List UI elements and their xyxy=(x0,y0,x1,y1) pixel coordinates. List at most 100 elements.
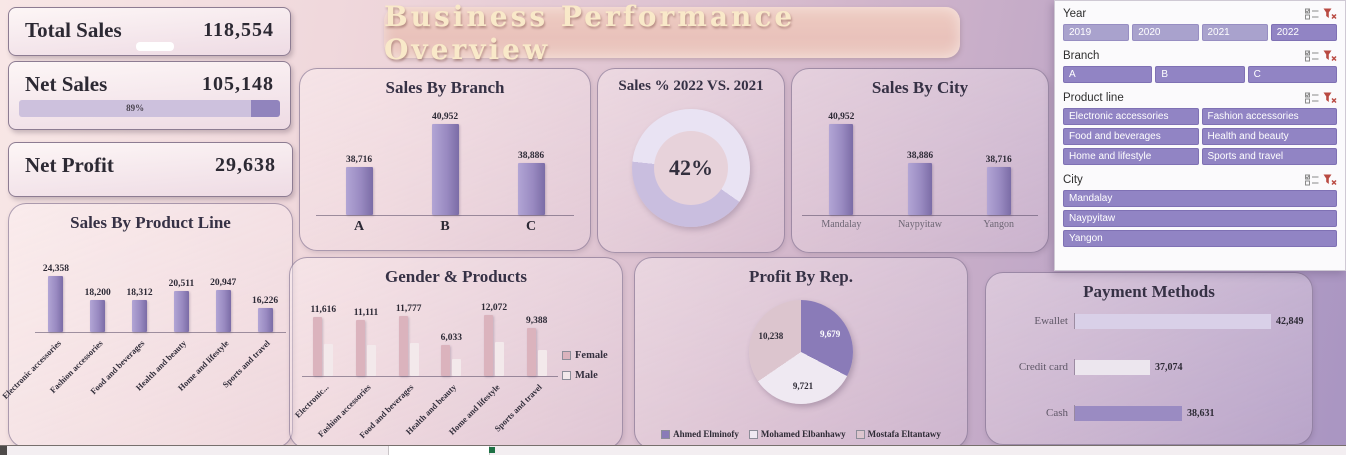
payment-row: Cash 38,631 xyxy=(996,405,1306,421)
bar-value-label: 6,033 xyxy=(440,333,463,343)
donut-center-label: 42% xyxy=(669,155,713,180)
slicer-item-c[interactable]: C xyxy=(1247,66,1337,83)
bar-value-label: 11,616 xyxy=(310,305,337,315)
multiselect-icon[interactable] xyxy=(1305,92,1319,104)
slicer-item-naypyitaw[interactable]: Naypyitaw xyxy=(1063,210,1337,227)
bar-column: 18,200 Fashion accessories xyxy=(48,268,119,395)
bar-value-label: 40,952 xyxy=(828,112,855,122)
profit-by-rep-chart: 9,679 9,721 10,238 Ahmed Elminofy Mohamed El… xyxy=(635,284,967,448)
bar-column: 16,226 Sports and travel xyxy=(221,268,286,395)
gender-legend: Female Male xyxy=(562,350,618,390)
chart-title-profit-rep: Profit By Rep. xyxy=(748,267,854,286)
clear-filter-icon[interactable] xyxy=(1323,50,1337,62)
slicer-item-yangon[interactable]: Yangon xyxy=(1063,230,1337,247)
slicer-item-mandalay[interactable]: Mandalay xyxy=(1063,190,1337,207)
bar-value-label: 38,716 xyxy=(345,155,373,165)
dashboard-title-banner: Business Performance Overview xyxy=(384,0,960,66)
bar-value-label: 12,072 xyxy=(480,303,508,313)
clear-filter-icon[interactable] xyxy=(1323,174,1337,186)
slicer-item-2020[interactable]: 2020 xyxy=(1132,24,1199,41)
kpi-net-profit-label: Net Profit xyxy=(25,153,114,177)
slicer-item-a[interactable]: A xyxy=(1063,66,1153,83)
bar-value-label: 24,358 xyxy=(42,264,69,274)
legend-swatch xyxy=(661,429,671,439)
bar-value-label: 11,777 xyxy=(395,304,422,314)
slicer-branch: Branch A B C xyxy=(1063,47,1337,83)
multiselect-icon[interactable] xyxy=(1305,50,1319,62)
bar xyxy=(829,124,854,215)
bar xyxy=(1075,359,1150,375)
pie-slice-label: 10,238 xyxy=(758,331,784,342)
card-sales-percent: Sales % 2022 VS. 2021 42% xyxy=(597,68,785,253)
kpi-row: Net Profit 29,638 xyxy=(9,143,292,178)
bar xyxy=(398,316,408,376)
bar-value-label: 42,849 xyxy=(1276,315,1304,327)
legend-label: Male xyxy=(575,370,598,381)
slicer-item-b[interactable]: B xyxy=(1155,66,1245,83)
bar xyxy=(313,317,323,376)
clear-filter-icon[interactable] xyxy=(1323,92,1337,104)
kpi-row: Total Sales 118,554 xyxy=(9,8,290,43)
slicer-year: Year 2019 2020 2021 2022 xyxy=(1063,5,1337,41)
slicer-item-fashion-accessories[interactable]: Fashion accessories xyxy=(1201,108,1337,125)
bar-column: 38,716 Yangon xyxy=(959,115,1039,230)
card-gender-products: Gender & Products 11,616 Electronic... 11,… xyxy=(289,257,623,449)
legend-item: Male xyxy=(562,370,618,381)
bar xyxy=(537,350,547,376)
slicer-item-electronic-accessories[interactable]: Electronic accessories xyxy=(1063,108,1199,125)
category-label: Credit card xyxy=(1018,361,1068,373)
progress-percent: 89% xyxy=(126,103,145,113)
bar-category-label: A xyxy=(353,219,365,234)
kpi-total-sales-label: Total Sales xyxy=(25,18,122,42)
progress-remainder xyxy=(251,100,280,117)
kpi-row: Net Sales 105,148 xyxy=(9,62,290,97)
slicer-item-2021[interactable]: 2021 xyxy=(1201,24,1268,41)
bar-column: 40,952 B xyxy=(402,112,488,235)
bar-value-label: 37,074 xyxy=(1155,361,1183,373)
slicer-item-home-and-lifestyle[interactable]: Home and lifestyle xyxy=(1063,148,1199,165)
kpi-net-sales-label: Net Sales xyxy=(25,72,108,96)
multiselect-icon[interactable] xyxy=(1305,8,1319,20)
kpi-net-sales-value: 105,148 xyxy=(202,73,274,95)
donut-hole: 42% xyxy=(654,131,728,205)
payment-row: Credit card 37,074 xyxy=(996,359,1306,375)
legend-swatch xyxy=(748,429,758,439)
clear-filter-icon[interactable] xyxy=(1323,8,1337,20)
legend-swatch xyxy=(562,371,571,380)
payment-row: Ewallet 42,849 xyxy=(996,313,1306,329)
chart-title-product-line: Sales By Product Line xyxy=(70,213,231,232)
sheet-icon xyxy=(489,447,495,453)
multiselect-icon[interactable] xyxy=(1305,174,1319,186)
bar xyxy=(90,300,106,332)
slicer-item-2022[interactable]: 2022 xyxy=(1270,24,1337,41)
slicer-item-health-and-beauty[interactable]: Health and beauty xyxy=(1201,128,1337,145)
legend-label: Ahmed Elminofy xyxy=(673,429,739,439)
bar-value-label: 11,111 xyxy=(353,308,379,318)
payment-methods-chart: Ewallet 42,849 Credit card 37,074 Cash 38,631 xyxy=(996,313,1306,451)
bar xyxy=(495,342,505,376)
kpi-total-sales-value: 118,554 xyxy=(203,19,274,41)
slicer-item-sports-and-travel[interactable]: Sports and travel xyxy=(1201,148,1337,165)
chart-title-branch: Sales By Branch xyxy=(385,78,505,97)
bar-column: 24,358 Electronic accessories xyxy=(0,264,77,401)
sales-by-product-line-chart: 24,358 Electronic accessories 18,200 Fashio… xyxy=(0,264,286,401)
sheet-tab-bar[interactable] xyxy=(0,445,1346,455)
bar-column: 40,952 Mandalay xyxy=(802,112,881,230)
card-profit-by-rep: Profit By Rep. 9,679 9,721 10,238 Ahmed Elm… xyxy=(634,257,968,449)
kpi-net-profit: Net Profit 29,638 xyxy=(8,142,293,197)
bar-value-label: 40,952 xyxy=(431,112,459,122)
slicer-item-2019[interactable]: 2019 xyxy=(1063,24,1130,41)
active-sheet-tab[interactable] xyxy=(388,446,490,455)
slicer-panel: Year 2019 2020 2021 2022 Branch A B C Product lin… xyxy=(1054,0,1346,271)
slicer-title: City xyxy=(1063,173,1083,186)
bar xyxy=(356,320,365,376)
bar-value-label: 38,886 xyxy=(517,151,545,161)
pie-chart: 9,679 9,721 10,238 xyxy=(749,300,853,404)
chart-title-gender: Gender & Products xyxy=(385,267,527,286)
legend-item: Mohamed Elbanhawy xyxy=(748,429,846,439)
bar xyxy=(367,345,376,376)
bar-value-label: 16,226 xyxy=(251,296,279,306)
bar xyxy=(452,359,462,376)
slicer-item-food-and-beverages[interactable]: Food and beverages xyxy=(1063,128,1199,145)
